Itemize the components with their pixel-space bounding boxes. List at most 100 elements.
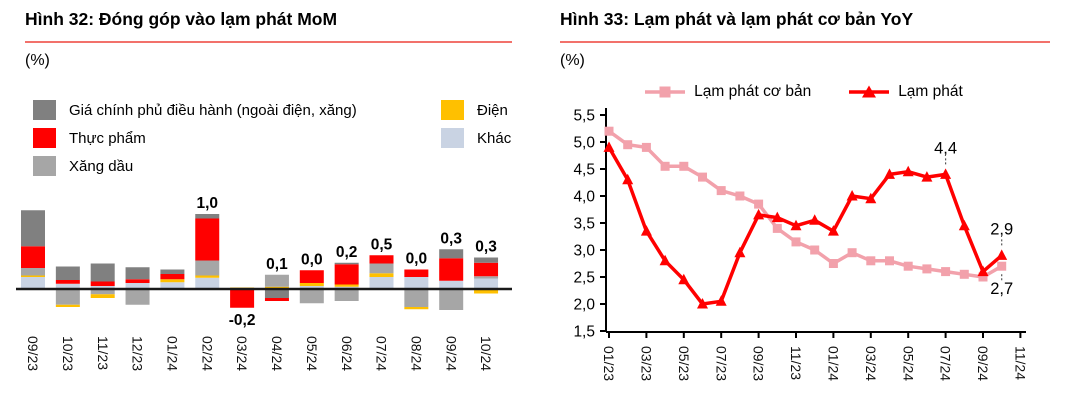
legend-item-thuc_pham: Thực phẩm [33,128,357,148]
x-tick-label: 09/24 [975,346,991,381]
annotation-label: 2,7 [990,280,1013,298]
bar-segment-thuc_pham [125,279,150,283]
bar-x-tick-label: 12/23 [130,336,146,371]
data-point-triangle [640,225,652,236]
bar-x-tick-label: 03/24 [234,336,250,371]
x-tick-label: 07/24 [938,346,954,381]
bar-x-tick-label: 07/24 [374,336,390,371]
data-point-square [885,256,894,266]
bar-segment-thuc_pham [299,270,324,283]
legend-swatch-thuc_pham [33,128,56,148]
legend-item-inflation: Lạm phát [849,83,963,101]
data-point-triangle [809,214,821,225]
data-point-triangle [790,219,802,231]
bar-value-label: 0,2 [336,244,358,261]
legend-swatch-gia_chinh_phu [33,100,56,120]
bar-x-tick-label: 10/24 [478,336,494,371]
bar-segment-gia_chinh_phu [55,266,80,280]
data-point-square [978,272,988,282]
series-line-core-inflation [607,129,1003,279]
data-point-square [847,248,857,258]
data-point-square [772,223,782,233]
data-point-triangle [884,168,895,179]
legend-label-gia_chinh_phu: Giá chính phủ điều hành (ngoài điện, xăn… [69,101,357,119]
bar-segment-xang_dau [264,274,289,287]
figure-33-title-rule [560,41,1050,43]
bar-segment-khac [439,280,464,289]
data-point-triangle [827,225,839,236]
bar-segment-xang_dau [299,289,324,304]
bar-segment-gia_chinh_phu [334,262,359,265]
bar-segment-dien [195,275,220,278]
bar-x-tick-label: 06/24 [339,336,355,371]
bar-segment-thuc_pham [230,289,255,308]
data-point-square [791,237,801,247]
data-point-square [941,267,951,277]
data-point-square [754,199,764,209]
legend-item-khac: Khác [441,128,511,148]
y-tick-label: 4,0 [573,189,595,206]
bar-segment-gia_chinh_phu [195,214,220,219]
y-tick-label: 1,5 [573,324,595,341]
bar-segment-thuc_pham [160,274,185,280]
legend-label-xang_dau: Xăng dầu [69,157,134,175]
bar-segment-thuc_pham [195,218,220,261]
data-point-triangle [659,254,671,266]
bar-segment-dien [404,307,429,310]
bar-segment-khac [125,283,150,289]
bar-x-tick-label: 08/24 [408,336,424,371]
bar-segment-dien [55,304,80,307]
bar-x-tick-label: 04/24 [269,336,285,371]
bar-segment-thuc_pham [55,280,80,284]
x-tick-label: 01/23 [601,346,617,381]
figure-33-unit-label: (%) [560,52,585,69]
legend-item-xang_dau: Xăng dầu [33,156,357,176]
bar-value-label: 0,0 [301,251,323,268]
bar-segment-xang_dau [21,268,45,276]
bar-segment-dien [90,294,115,298]
data-point-triangle [902,165,914,177]
bar-x-tick-label: 09/24 [443,336,459,371]
legend-label-khac: Khác [477,129,512,147]
data-point-square [997,261,1007,271]
bar-segment-khac [55,283,80,289]
legend-swatch-xang_dau [33,156,56,176]
legend-item-dien: Điện [441,100,511,120]
data-point-triangle [753,208,765,220]
x-tick-label: 03/24 [863,346,879,381]
bar-segment-khac [195,277,220,289]
bar-segment-dien [160,279,185,283]
x-tick-label: 03/23 [639,346,655,381]
bar-segment-gia_chinh_phu [264,289,289,298]
data-point-square [716,186,726,196]
bar-segment-xang_dau [125,289,150,305]
bar-value-label: 0,5 [371,236,393,253]
data-point-square [866,256,876,266]
data-point-triangle [771,211,783,223]
bar-x-tick-label: 11/23 [95,336,111,370]
bar-segment-gia_chinh_phu [160,269,185,274]
bar-x-tick-label: 05/24 [304,336,320,371]
bar-segment-gia_chinh_phu [21,210,45,247]
data-point-square [623,140,633,150]
bar-chart-legend-column-2: Điện Khác [441,100,511,156]
data-point-triangle [603,141,615,152]
bar-segment-dien [334,284,359,287]
y-tick-label: 2,5 [573,270,595,287]
y-tick-label: 3,5 [573,216,595,233]
bar-x-tick-label: 10/23 [60,336,76,371]
data-point-square [903,261,913,271]
figure-32-panel: Hình 32: Đóng góp vào lạm phát MoM (%) G… [16,9,512,371]
bar-segment-xang_dau [90,289,115,295]
y-tick-label: 4,5 [573,162,595,179]
line-chart-legend: Lạm phát cơ bản Lạm phát [536,81,1072,103]
legend-item-gia_chinh_phu: Giá chính phủ điều hành (ngoài điện, xăn… [33,100,357,120]
bar-segment-xang_dau [334,289,359,301]
bar-value-label: 1,0 [196,195,218,212]
bar-chart-legend-column-1: Giá chính phủ điều hành (ngoài điện, xăn… [33,100,357,184]
legend-label-dien: Điện [477,101,508,119]
bar-segment-gia_chinh_phu [90,263,115,282]
data-point-triangle [977,265,989,277]
x-tick-label: 11/23 [788,346,804,380]
